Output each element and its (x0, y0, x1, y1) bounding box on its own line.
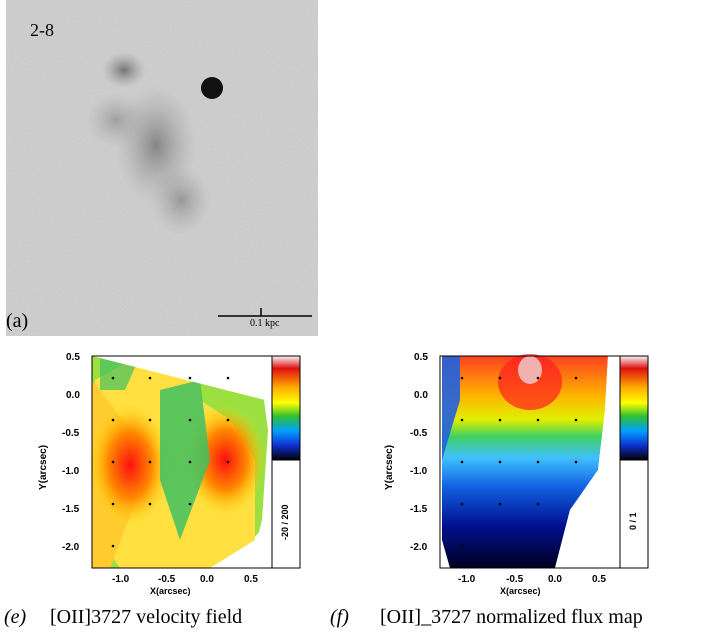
panel-a-letter: (a) (6, 310, 29, 332)
x-axis-label: X(arcsec) (150, 586, 191, 596)
ytick: 0.5 (414, 352, 428, 363)
ytick: -1.0 (410, 466, 428, 477)
ytick: 0.0 (414, 390, 428, 401)
ytick: -1.5 (62, 504, 80, 515)
xtick: -1.0 (458, 574, 476, 585)
ytick: -1.5 (410, 504, 428, 515)
panel-e-caption: [OII]3727 velocity field (50, 606, 243, 628)
xtick: 0.0 (200, 574, 214, 585)
ytick: -1.0 (62, 466, 80, 477)
y-axis-label: Y(arcsec) (38, 444, 49, 490)
ytick: 0.5 (66, 352, 80, 363)
velocity-field-map (90, 355, 301, 569)
panel-e-letter: (e) (4, 606, 27, 628)
x-axis-label: X(arcsec) (500, 586, 541, 596)
object-id-label: 2-8 (30, 20, 54, 40)
flux-map-panel: 0.5 0.0 -0.5 -1.0 -1.5 -2.0 -1.0 -0.5 0.… (330, 340, 708, 636)
colorbar-label: 0 / 1 (628, 512, 638, 530)
xtick: 0.5 (244, 574, 258, 585)
xtick: -1.0 (112, 574, 130, 585)
panel-f-caption: [OII]_3727 normalized flux map (380, 606, 643, 628)
ytick: -2.0 (62, 542, 80, 553)
velocity-field-panel: 0.5 0.0 -0.5 -1.0 -1.5 -2.0 -1.0 -0.5 0.… (0, 340, 330, 636)
ytick: -0.5 (410, 428, 428, 439)
ytick: -0.5 (62, 428, 80, 439)
xtick: -0.5 (506, 574, 524, 585)
flux-map (439, 354, 649, 569)
xtick: 0.5 (592, 574, 606, 585)
grayscale-image-panel: 2-8 (a) 0.1 kpc (6, 0, 318, 336)
ytick: -2.0 (410, 542, 428, 553)
y-axis-label: Y(arcsec) (384, 444, 395, 490)
xtick: -0.5 (158, 574, 176, 585)
ytick: 0.0 (66, 390, 80, 401)
scale-bar-label: 0.1 kpc (250, 318, 280, 329)
galaxy-image (6, 0, 318, 336)
colorbar-label: -20 / 200 (280, 504, 290, 540)
panel-f-letter: (f) (330, 606, 349, 628)
xtick: 0.0 (548, 574, 562, 585)
